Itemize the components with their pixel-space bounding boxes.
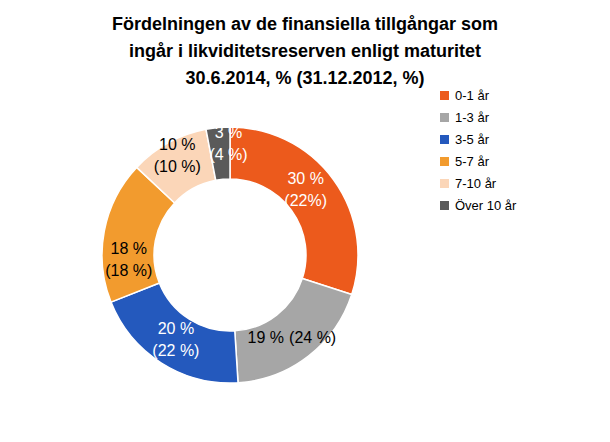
legend-swatch: [440, 179, 449, 188]
legend-swatch: [440, 135, 449, 144]
data-label-previous: (4 %): [209, 146, 247, 163]
data-label: 10 %: [159, 136, 195, 153]
legend-swatch: [440, 201, 449, 210]
data-labels: 30 % (22%) 19 % (24 %) 20 % (22 %) 18 % (18 %) 1…: [105, 124, 336, 359]
chart: Fördelningen av de finansiella tillgånga…: [0, 0, 610, 442]
legend-label: Över 10 år: [455, 198, 517, 213]
legend-swatch: [440, 113, 449, 122]
data-label: 3 %: [215, 124, 243, 141]
legend-label: 5-7 år: [455, 154, 490, 169]
legend-label: 3-5 år: [455, 132, 490, 147]
legend-label: 1-3 år: [455, 110, 490, 125]
data-label-previous: (18 %): [105, 262, 152, 279]
legend-swatch: [440, 157, 449, 166]
data-label-previous: (10 %): [154, 158, 201, 175]
data-label: 30 %: [287, 170, 323, 187]
slice: [111, 283, 238, 383]
slice: [235, 278, 352, 382]
title: Fördelningen av de finansiella tillgånga…: [112, 14, 498, 88]
data-label-group: 19 % (24 %): [248, 329, 337, 346]
slice: [137, 129, 216, 203]
data-label-previous: (22%): [284, 192, 327, 209]
legend-label: 7-10 år: [455, 176, 497, 191]
legend: 0-1 år 1-3 år 3-5 år 5-7 år 7-10 år Över 10 å…: [440, 88, 517, 213]
title-line: 30.6.2014, % (31.12.2012, %): [185, 68, 424, 88]
legend-swatch: [440, 91, 449, 100]
title-line: Fördelningen av de finansiella tillgånga…: [112, 14, 498, 34]
data-label: 19 %: [248, 329, 284, 346]
data-label: 20 %: [158, 320, 194, 337]
data-label-previous: (24 %): [289, 329, 336, 346]
data-label-previous: (22 %): [152, 342, 199, 359]
title-line: ingår i likviditetsreserven enligt matur…: [129, 41, 481, 61]
slices: [102, 127, 358, 383]
slice: [230, 127, 358, 295]
legend-label: 0-1 år: [455, 88, 490, 103]
data-label: 18 %: [111, 240, 147, 257]
